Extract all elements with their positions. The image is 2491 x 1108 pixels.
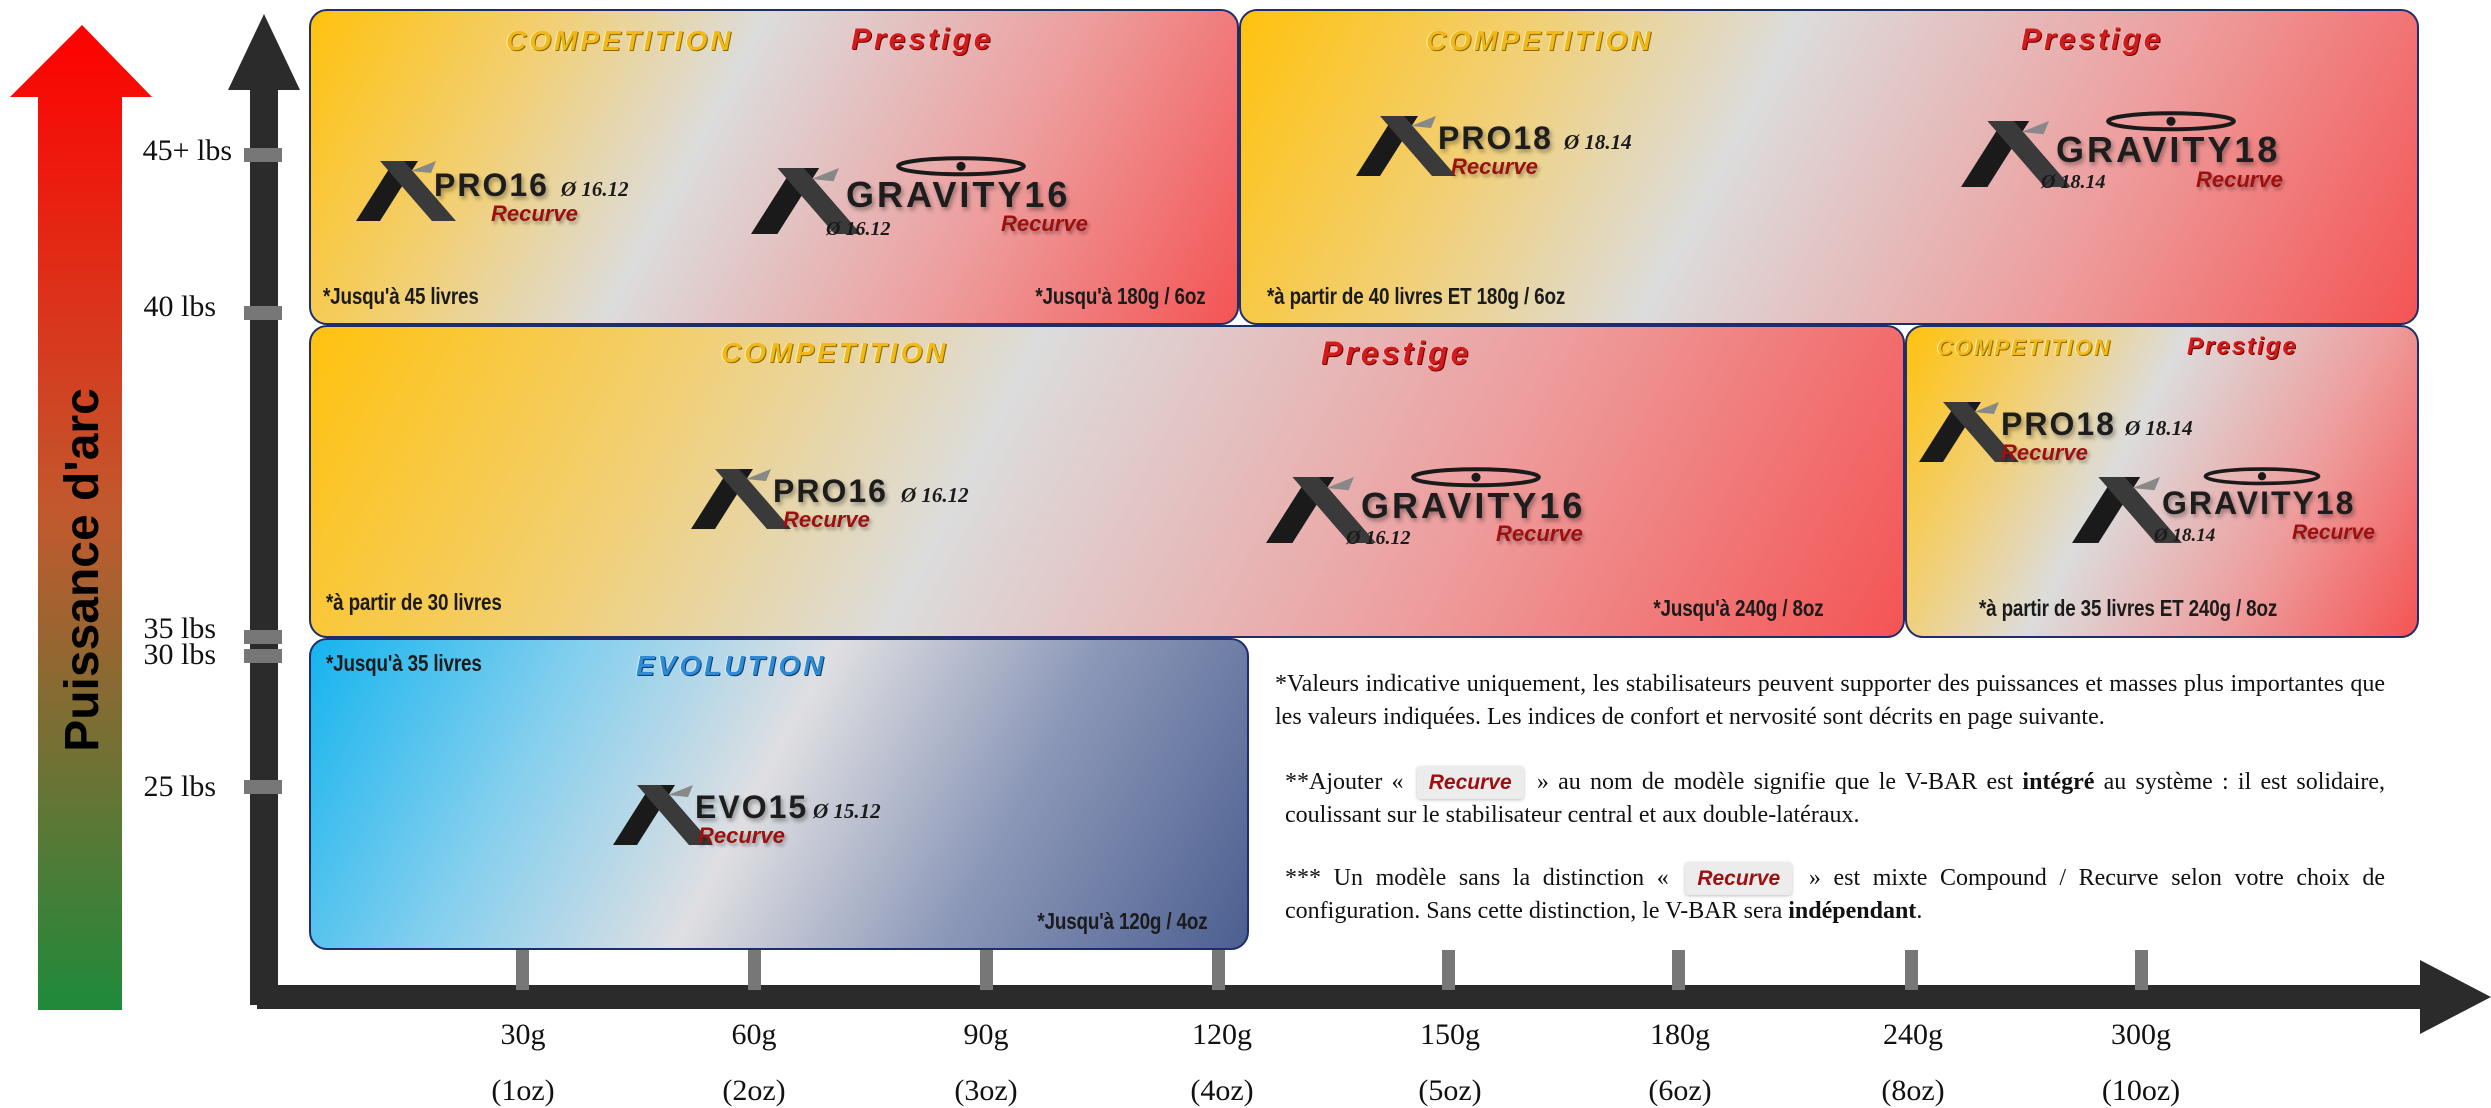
x-tick-oz-label: (8oz) (1881, 1074, 1945, 1107)
x-tick-oz-label: (4oz) (1190, 1074, 1254, 1107)
product-gravity16: GRAVITY16 Ø 16.12 Recurve (751, 156, 1171, 241)
y-tick-35 (244, 630, 282, 644)
disclaimer-paragraph-2: **Ajouter « Recurve » au nom de modèle s… (1285, 766, 2385, 832)
brand-prestige: Prestige (2187, 333, 2298, 360)
y-axis-arrowhead (228, 14, 300, 90)
box-note-left: *à partir de 40 livres ET 180g / 6oz (1267, 283, 1566, 309)
box-note-left: *Jusqu'à 35 livres (326, 650, 482, 676)
y-tick-45 (244, 148, 282, 162)
x-tick-oz-label: (3oz) (954, 1074, 1018, 1107)
x-tick-90g (980, 950, 993, 990)
brand-prestige: Prestige (1321, 335, 1472, 371)
box-mid-left: COMPETITION Prestige PRO16 Ø 16.12 Recur… (309, 325, 1905, 638)
box-top-left: COMPETITION Prestige PRO16 Ø 16.12 Recur… (309, 9, 1239, 325)
box-note-left: *à partir de 35 livres ET 240g / 8oz (1979, 595, 2278, 621)
x-tick-150g (1442, 950, 1455, 990)
x-tick-oz-label: (1oz) (491, 1074, 555, 1107)
x-tick-240g (1905, 950, 1918, 990)
x-tick-oz-label: (6oz) (1648, 1074, 1712, 1107)
x-tick-label: 60g (731, 1018, 777, 1051)
brand-competition: COMPETITION (1426, 25, 1654, 56)
x-tick-label: 120g (1192, 1018, 1252, 1051)
x-tick-120g (1212, 950, 1225, 990)
x-tick-60g (748, 950, 761, 990)
disclaimer-paragraph-3: *** Un modèle sans la distinction « Recu… (1285, 862, 2385, 928)
x-tick-label: 150g (1420, 1018, 1480, 1051)
x-tick-300g (2135, 950, 2148, 990)
product-pro18: PRO18 Ø 18.14 Recurve (1919, 402, 2199, 472)
box-note-right: *Jusqu'à 120g / 4oz (1036, 908, 1207, 934)
x-tick-30g (516, 950, 529, 990)
disclaimer-paragraph-1: *Valeurs indicative uniquement, les stab… (1275, 671, 2385, 730)
x-tick-oz-label: (2oz) (722, 1074, 786, 1107)
x-axis-line (257, 985, 2437, 1009)
product-pro16: PRO16 Ø 16.12 Recurve (356, 161, 636, 231)
product-gravity18: GRAVITY18 Ø 18.14 Recurve (2072, 467, 2412, 552)
brand-evolution: EVOLUTION (636, 650, 827, 681)
y-tick-25 (244, 780, 282, 794)
product-gravity16: GRAVITY16 Ø 16.12 Recurve (1266, 467, 1686, 552)
box-top-right: COMPETITION Prestige PRO18 Ø 18.14 Recur… (1239, 9, 2419, 325)
box-mid-right: COMPETITION Prestige PRO18 Ø 18.14 Recur… (1905, 325, 2419, 638)
x-tick-oz-label: (5oz) (1418, 1074, 1482, 1107)
box-note-left: *à partir de 30 livres (326, 589, 502, 615)
x-tick-label: 300g (2111, 1018, 2171, 1051)
x-tick-label: 180g (1650, 1018, 1710, 1051)
x-tick-oz-label: (10oz) (2101, 1074, 2181, 1107)
box-note-right: *Jusqu'à 240g / 8oz (1652, 595, 1823, 621)
product-gravity18: GRAVITY18 Ø 18.14 Recurve (1961, 111, 2381, 196)
y-tick-40 (244, 306, 282, 320)
y-tick-label: 45+ lbs (142, 134, 232, 167)
power-gradient-arrow (10, 25, 152, 1010)
y-tick-label: 40 lbs (143, 290, 216, 323)
y-tick-label: 30 lbs (143, 638, 216, 671)
y-tick-label: 25 lbs (143, 770, 216, 803)
x-axis-arrowhead (2420, 960, 2491, 1034)
brand-competition: COMPETITION (506, 25, 734, 56)
y-tick-30 (244, 649, 282, 663)
box-note-right: *Jusqu'à 180g / 6oz (1034, 283, 1205, 309)
x-tick-180g (1672, 950, 1685, 990)
y-tick-label: 35 lbs (143, 612, 216, 645)
y-axis-line (250, 75, 278, 1005)
x-tick-label: 90g (963, 1018, 1009, 1051)
x-tick-label: 240g (1883, 1018, 1943, 1051)
product-pro16: PRO16 Ø 16.12 Recurve (691, 469, 971, 539)
brand-competition: COMPETITION (721, 337, 949, 368)
brand-prestige: Prestige (2021, 23, 2164, 56)
x-tick-label: 30g (500, 1018, 546, 1051)
recurve-tag: Recurve (1416, 766, 1524, 799)
product-evo15: EVO15 Ø 15.12 Recurve (613, 785, 893, 855)
recurve-tag: Recurve (1685, 862, 1793, 895)
box-note-left: *Jusqu'à 45 livres (323, 283, 479, 309)
box-bottom-left: *Jusqu'à 35 livres EVOLUTION EVO15 Ø 15.… (309, 638, 1249, 950)
brand-competition: COMPETITION (1937, 335, 2112, 360)
brand-prestige: Prestige (851, 23, 994, 56)
product-pro18: PRO18 Ø 18.14 Recurve (1356, 116, 1636, 186)
